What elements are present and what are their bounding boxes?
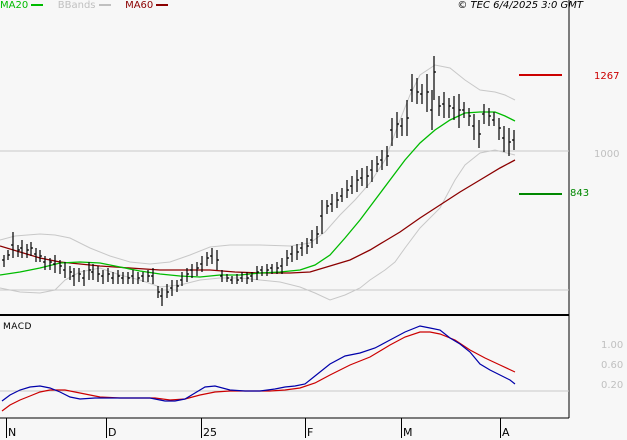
legend-ma60-swatch bbox=[156, 4, 169, 6]
legend-bbands-label: BBands bbox=[57, 0, 96, 11]
x-axis-tick bbox=[201, 418, 202, 438]
copyright-timestamp: © TEC 6/4/2025 3:0 GMT bbox=[457, 0, 583, 11]
x-axis-tick bbox=[305, 418, 306, 438]
x-axis-label: F bbox=[307, 426, 314, 439]
x-axis-tick bbox=[6, 418, 7, 438]
legend-ma60: MA60 bbox=[125, 0, 169, 12]
bbands-lower-line bbox=[0, 149, 516, 301]
support-level-label: 843 bbox=[570, 188, 590, 199]
x-axis-label: D bbox=[108, 426, 117, 439]
macd-tick-1: 1.00 bbox=[601, 340, 624, 351]
bbands-upper-line bbox=[0, 64, 516, 265]
macd-line bbox=[1, 325, 516, 402]
legend-ma20-swatch bbox=[31, 4, 44, 6]
price-bars bbox=[2, 56, 515, 306]
ma20-line bbox=[0, 111, 516, 278]
x-axis-label: 25 bbox=[203, 426, 217, 439]
legend-ma20-label: MA20 bbox=[0, 0, 29, 11]
chart-legend: MA20 BBands MA60 bbox=[0, 0, 169, 12]
legend-bbands-swatch bbox=[98, 4, 111, 6]
legend-ma60-label: MA60 bbox=[125, 0, 154, 11]
x-axis-tick bbox=[106, 418, 107, 438]
legend-ma20: MA20 bbox=[0, 0, 44, 12]
ma60-line bbox=[0, 159, 516, 274]
macd-tick-3: 0.20 bbox=[601, 380, 624, 391]
x-axis-tick bbox=[500, 418, 501, 438]
reference-level-label: 1000 bbox=[594, 149, 620, 160]
x-axis-label: M bbox=[403, 426, 413, 439]
x-axis-label: A bbox=[502, 426, 510, 439]
x-axis-label: N bbox=[8, 426, 17, 439]
x-axis-tick bbox=[401, 418, 402, 438]
legend-bbands: BBands bbox=[58, 0, 111, 12]
macd-panel-title: MACD bbox=[3, 322, 32, 332]
resistance-level-label: 1267 bbox=[594, 71, 620, 82]
macd-tick-2: 0.60 bbox=[601, 360, 624, 371]
